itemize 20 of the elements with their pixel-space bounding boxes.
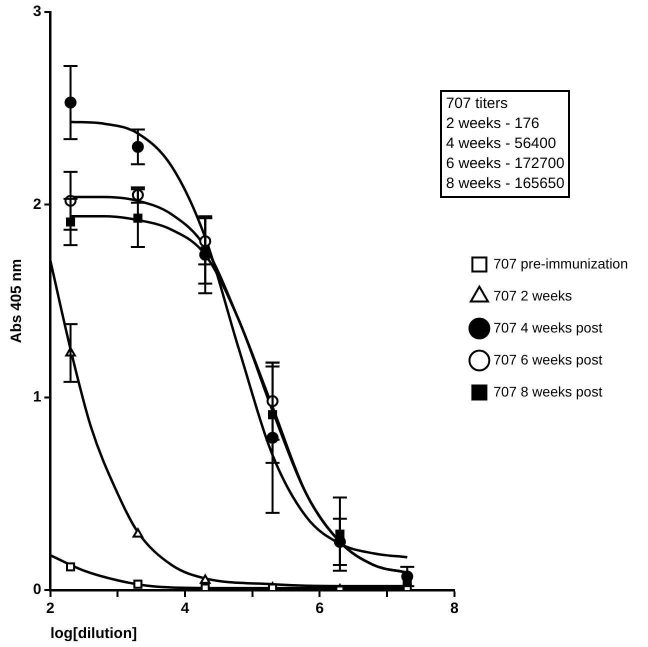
- legend-label: 707 4 weeks post: [493, 319, 602, 336]
- y-tick-label: 2: [33, 196, 42, 213]
- y-axis-title: Abs 405 nm: [8, 258, 26, 344]
- legend-label: 707 8 weeks post: [493, 383, 602, 400]
- legend-label: 707 6 weeks post: [493, 351, 602, 368]
- annotation: 6 weeks - 172700: [446, 154, 564, 174]
- y-tick-label: 1: [33, 388, 42, 406]
- annotation: 4 weeks - 56400: [446, 134, 558, 154]
- annotation: 707 titers: [446, 94, 509, 114]
- y-tick-label: 3: [33, 3, 42, 20]
- annotation: 8 weeks - 165650: [446, 174, 564, 194]
- x-axis-title: log[dilution]: [50, 625, 137, 642]
- x-tick-label: 2: [46, 600, 55, 618]
- annotation: 2 weeks - 176: [446, 114, 540, 134]
- x-tick-label: 8: [450, 600, 459, 618]
- legend-label: 707 pre-immunization: [493, 255, 628, 272]
- legend-label: 707 2 weeks: [493, 287, 572, 304]
- x-tick-label: 6: [316, 600, 324, 618]
- x-tick-label: 4: [180, 600, 190, 618]
- y-tick-label: 0: [33, 581, 42, 598]
